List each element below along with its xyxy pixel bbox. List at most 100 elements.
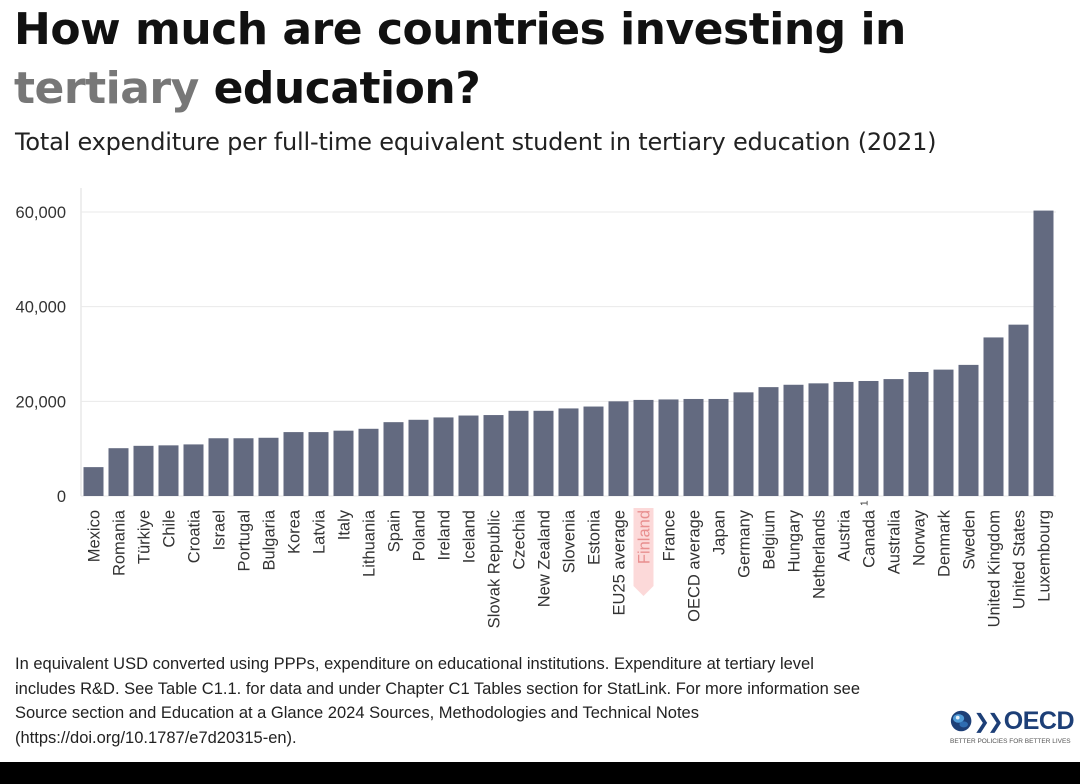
x-tick-label: Belgium bbox=[761, 510, 779, 570]
page-title: How much are countries investing in terti… bbox=[14, 0, 1054, 118]
bar bbox=[308, 432, 329, 496]
x-tick-label-group: Iceland bbox=[461, 510, 479, 563]
highlight-label-shape bbox=[633, 508, 654, 596]
x-tick-label-group: Slovak Republic bbox=[486, 510, 504, 628]
x-tick-label-group: Canada 1 bbox=[860, 500, 879, 568]
x-tick-label-group: Türkiye bbox=[136, 510, 154, 564]
x-tick-label: Israel bbox=[211, 510, 229, 550]
bar bbox=[1033, 210, 1054, 496]
bar bbox=[183, 444, 204, 496]
x-tick-label: Spain bbox=[386, 510, 404, 552]
bar bbox=[433, 417, 454, 496]
x-tick-label-group: Australia bbox=[886, 509, 904, 574]
x-tick-label-group: Italy bbox=[336, 509, 354, 540]
x-tick-label-group: Denmark bbox=[936, 509, 954, 577]
x-tick-label: Portugal bbox=[236, 510, 254, 571]
y-axis-ticks: 0 20,000 40,000 60,000 bbox=[16, 204, 66, 506]
x-tick-label-group: New Zealand bbox=[536, 510, 554, 607]
bottom-bar bbox=[0, 762, 1080, 784]
x-tick-label: France bbox=[661, 510, 679, 561]
oecd-globe-icon bbox=[950, 710, 972, 732]
bar-chart: 0 20,000 40,000 60,000 Mexico Romania Türkiye… bbox=[16, 188, 1056, 628]
x-tick-label-group: Finland bbox=[633, 508, 654, 596]
x-tick-label-group: Lithuania bbox=[361, 509, 379, 577]
x-tick-label: Czechia bbox=[511, 509, 529, 569]
x-tick-label-group: Slovenia bbox=[561, 509, 579, 573]
bar bbox=[883, 379, 904, 496]
footnote-line: Source section and Education at a Glance… bbox=[15, 704, 699, 722]
x-tick-label: Slovak Republic bbox=[486, 510, 504, 628]
bar bbox=[458, 415, 479, 496]
x-tick-label-group: Latvia bbox=[311, 509, 329, 554]
bar bbox=[608, 401, 629, 496]
bar bbox=[108, 448, 129, 496]
x-tick-label-group: Austria bbox=[836, 509, 854, 561]
bar bbox=[258, 437, 279, 496]
x-tick-label-group: Romania bbox=[111, 509, 129, 576]
x-tick-label: Netherlands bbox=[811, 510, 829, 599]
x-tick-label: Japan bbox=[711, 510, 729, 555]
logo-tagline: BETTER POLICIES FOR BETTER LIVES bbox=[950, 738, 1071, 745]
bar bbox=[533, 410, 554, 496]
x-tick-label-group: Estonia bbox=[586, 509, 604, 565]
x-tick-label: OECD average bbox=[686, 510, 704, 622]
x-tick-label: United States bbox=[1011, 510, 1029, 609]
bar bbox=[808, 383, 829, 496]
x-tick-label: Denmark bbox=[936, 509, 954, 577]
chevrons-icon: ❯❯ bbox=[973, 709, 1003, 733]
bar bbox=[133, 445, 154, 496]
logo-row: ❯❯ OECD bbox=[950, 706, 1075, 736]
y-tick-label: 40,000 bbox=[16, 299, 66, 317]
bar bbox=[208, 438, 229, 496]
bar bbox=[583, 406, 604, 496]
x-tick-label: Mexico bbox=[86, 510, 104, 562]
x-tick-label: Hungary bbox=[786, 509, 804, 572]
bar bbox=[233, 438, 254, 496]
x-tick-label-group: Luxembourg bbox=[1036, 510, 1054, 602]
x-tick-label: Croatia bbox=[186, 509, 204, 563]
x-tick-label-group: Korea bbox=[286, 509, 304, 554]
title-part2: education? bbox=[198, 63, 481, 114]
bar bbox=[283, 432, 304, 496]
bar bbox=[683, 398, 704, 496]
title-highlight: tertiary bbox=[14, 63, 199, 114]
x-tick-label-group: EU25 average bbox=[611, 510, 629, 616]
x-tick-label-group: Ireland bbox=[436, 510, 454, 560]
x-tick-label-group: Norway bbox=[911, 509, 929, 566]
bar bbox=[833, 381, 854, 496]
x-tick-label-group: Poland bbox=[411, 510, 429, 561]
x-tick-label: Chile bbox=[161, 510, 179, 548]
x-tick-label-group: Chile bbox=[161, 510, 179, 548]
x-tick-superscript: 1 bbox=[860, 500, 871, 506]
title-part1: How much are countries investing in bbox=[14, 4, 906, 55]
x-tick-label: Ireland bbox=[436, 510, 454, 560]
bar bbox=[933, 369, 954, 496]
bar bbox=[758, 387, 779, 496]
bar bbox=[558, 408, 579, 496]
bars bbox=[83, 210, 1054, 496]
footnote-line: In equivalent USD converted using PPPs, … bbox=[15, 655, 814, 673]
x-tick-label: Finland bbox=[636, 510, 654, 564]
x-tick-label-group: Croatia bbox=[186, 509, 204, 563]
bar bbox=[783, 384, 804, 496]
x-axis-labels: Mexico Romania Türkiye Chile Croatia Israel Po… bbox=[86, 500, 1054, 628]
x-tick-label: Luxembourg bbox=[1036, 510, 1054, 602]
x-tick-label: Estonia bbox=[586, 509, 604, 565]
bar bbox=[408, 419, 429, 496]
x-tick-label-group: Hungary bbox=[786, 509, 804, 572]
x-tick-label-group: Belgium bbox=[761, 510, 779, 570]
x-tick-label: Türkiye bbox=[136, 510, 154, 564]
x-tick-label-group: Bulgaria bbox=[261, 509, 279, 570]
x-tick-label: Iceland bbox=[461, 510, 479, 563]
x-tick-label-group: OECD average bbox=[686, 510, 704, 622]
x-tick-label-group: Netherlands bbox=[811, 510, 829, 599]
bar bbox=[658, 399, 679, 496]
x-tick-label: Norway bbox=[911, 509, 929, 566]
x-tick-label-group: Sweden bbox=[961, 510, 979, 570]
bar bbox=[633, 399, 654, 496]
x-tick-label: Austria bbox=[836, 509, 854, 561]
oecd-logo: ❯❯ OECD BETTER POLICIES FOR BETTER LIVES bbox=[950, 706, 1075, 748]
x-tick-label-group: Japan bbox=[711, 510, 729, 555]
x-tick-label-group: Spain bbox=[386, 510, 404, 552]
x-tick-label-group: Mexico bbox=[86, 510, 104, 562]
